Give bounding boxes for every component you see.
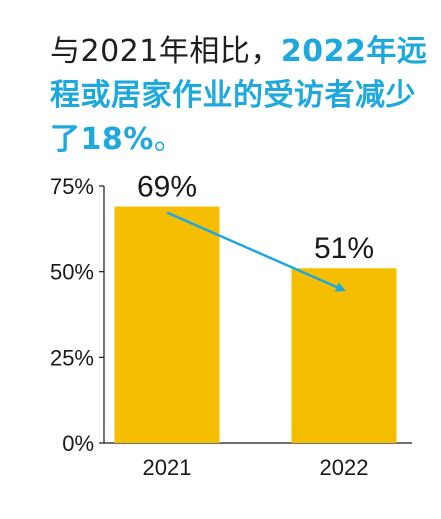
y-tick-label: 0%	[62, 431, 94, 456]
x-tick-label-2021: 2021	[143, 455, 192, 480]
data-label-2021: 69%	[137, 171, 197, 204]
bars	[114, 206, 397, 443]
y-tick-label: 25%	[50, 345, 94, 370]
labels: 69% 2021 51% 2022	[137, 171, 374, 480]
y-tick-label: 75%	[50, 174, 94, 199]
bar-2021	[114, 206, 220, 443]
trend-arrow	[166, 211, 346, 292]
y-tick-label: 50%	[50, 260, 94, 285]
chart-title: 与2021年相比，2022年远程或居家作业的受访者减少了18%。	[50, 30, 430, 162]
title-part-1: 与2021年相比，	[50, 34, 281, 69]
y-axis: 0% 25% 50% 75%	[50, 174, 412, 456]
data-label-2022: 51%	[314, 232, 374, 265]
bar-2022	[291, 268, 397, 443]
x-tick-label-2022: 2022	[320, 455, 369, 480]
title-part-2: 2022年远程或居家作业的受访者减少了18%	[50, 34, 428, 157]
title-part-3: 。	[153, 122, 185, 157]
